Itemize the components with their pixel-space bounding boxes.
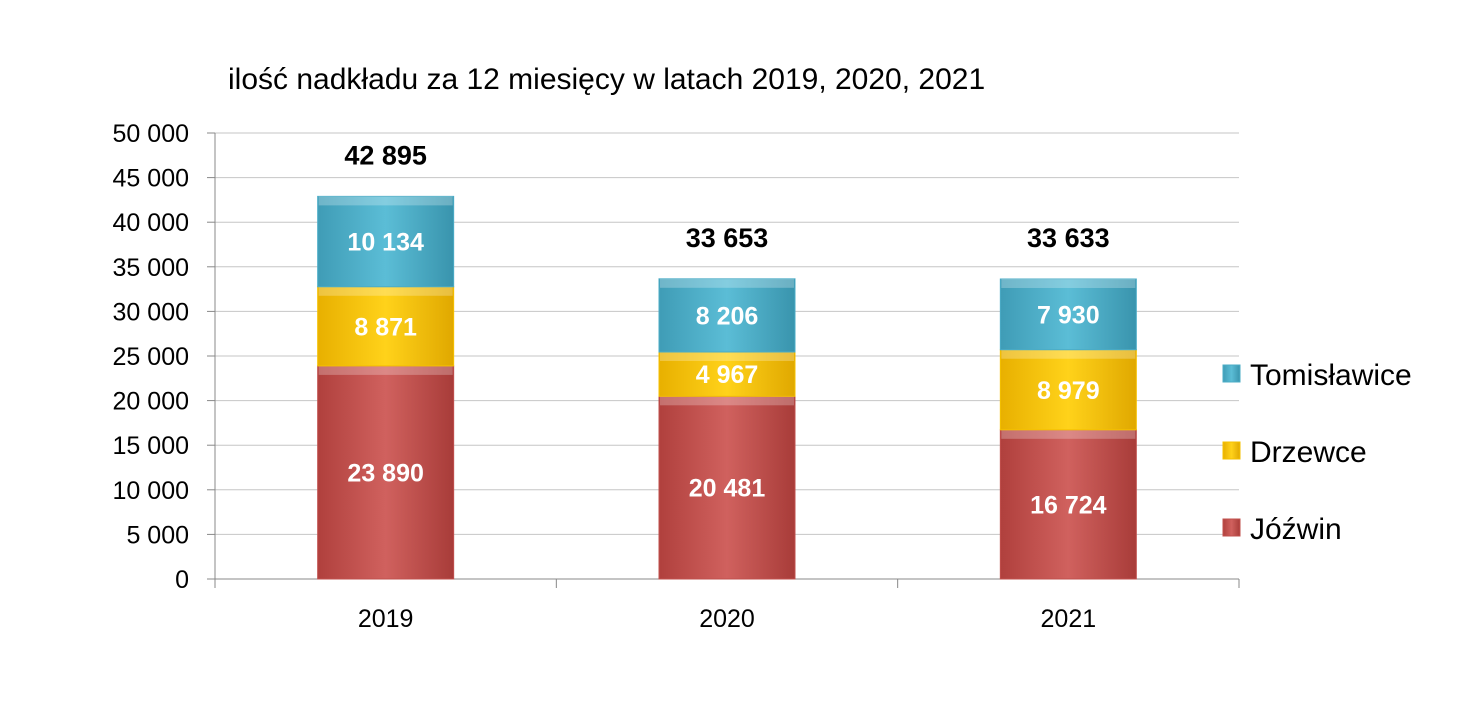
legend-swatch <box>1222 364 1241 383</box>
bar-segment <box>317 286 455 367</box>
total-value-label: 33 653 <box>686 223 769 253</box>
bar-bevel <box>318 365 453 375</box>
y-tick-label: 15 000 <box>113 432 189 460</box>
bar-bevel <box>318 196 453 206</box>
y-tick-label: 10 000 <box>113 477 189 505</box>
y-tick-label: 30 000 <box>113 298 189 326</box>
bar-bevel <box>1001 429 1136 439</box>
chart-title: ilość nadkładu za 12 miesięcy w latach 2… <box>228 63 985 96</box>
segment-value-label: 7 930 <box>1037 301 1100 329</box>
y-tick-label: 25 000 <box>113 343 189 371</box>
y-tick-label: 50 000 <box>113 120 189 148</box>
segment-value-label: 8 979 <box>1037 377 1100 405</box>
bar-bevel <box>660 396 794 406</box>
bar-segment <box>317 365 455 580</box>
x-tick-label: 2019 <box>358 605 414 633</box>
bar-segment <box>999 278 1137 351</box>
bar-bevel <box>660 352 794 362</box>
x-tick-label: 2021 <box>1041 605 1097 633</box>
bar-segment <box>999 429 1137 580</box>
bar-segment <box>658 351 796 397</box>
total-value-label: 33 633 <box>1027 223 1110 253</box>
legend-swatch <box>1222 518 1241 537</box>
y-tick-label: 40 000 <box>113 209 189 237</box>
bar-segment <box>658 395 796 580</box>
segment-value-label: 4 967 <box>696 361 759 389</box>
legend-label: Jóźwin <box>1250 513 1342 546</box>
y-tick-label: 5 000 <box>126 521 189 549</box>
bar-bevel <box>318 286 453 296</box>
legend-swatch <box>1222 441 1241 460</box>
y-tick-label: 0 <box>175 566 189 594</box>
bar-segment <box>999 349 1137 431</box>
legend-label: Tomisławice <box>1250 359 1412 392</box>
y-tick-label: 35 000 <box>113 254 189 282</box>
bar-bevel <box>1001 278 1136 288</box>
segment-value-label: 8 871 <box>354 313 417 341</box>
bars <box>317 195 1137 580</box>
y-tick-label: 20 000 <box>113 388 189 416</box>
segment-value-label: 10 134 <box>347 229 424 257</box>
bar-bevel <box>660 278 794 288</box>
bar-segment <box>658 278 796 353</box>
data-labels: 23 890 8 871 10 134 42 895 20 481 4 967 8 206 3… <box>344 140 1109 519</box>
bar-bevel <box>1001 349 1136 359</box>
legend: Tomisławice Drzewce Jóźwin <box>1222 359 1412 546</box>
total-value-label: 42 895 <box>344 140 427 170</box>
segment-value-label: 8 206 <box>696 302 759 330</box>
segment-value-label: 23 890 <box>347 459 423 487</box>
segment-value-label: 20 481 <box>689 475 766 503</box>
bar-segment <box>317 195 455 288</box>
x-tick-label: 2020 <box>699 605 755 633</box>
segment-value-label: 16 724 <box>1030 491 1107 519</box>
y-tick-label: 45 000 <box>113 165 189 193</box>
legend-label: Drzewce <box>1250 436 1367 469</box>
axes: 0 5 000 10 000 15 000 20 000 25 000 30 000 35 0… <box>113 120 1240 633</box>
